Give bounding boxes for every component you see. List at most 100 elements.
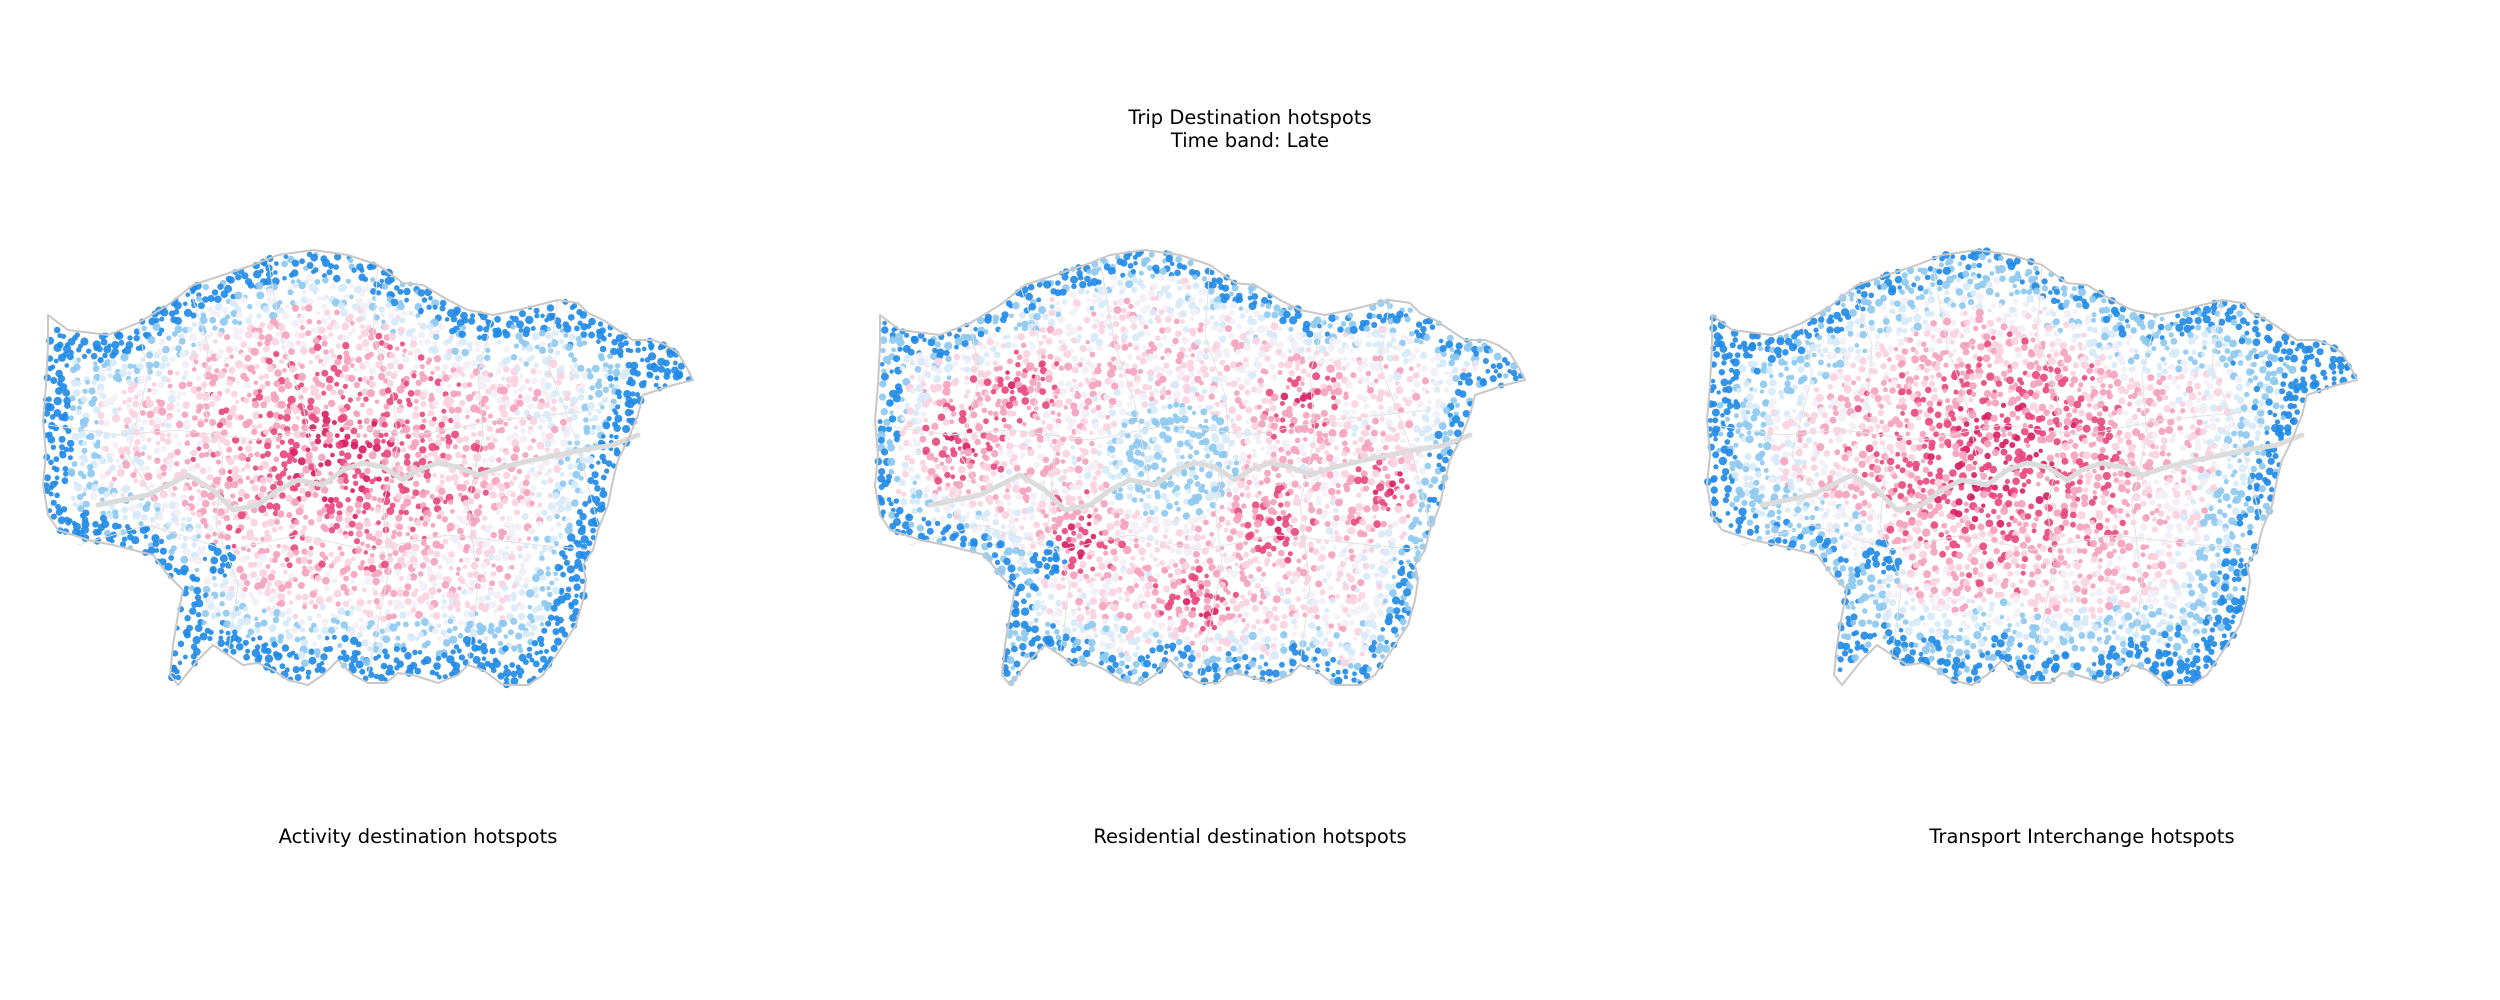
hotspot-cell — [134, 438, 141, 446]
hotspot-cell — [1235, 430, 1244, 440]
hotspot-cell — [442, 612, 448, 619]
hotspot-cell — [494, 315, 501, 323]
hotspot-cell — [1194, 375, 1202, 384]
hotspot-cell — [227, 276, 235, 284]
hotspot-cell — [1034, 428, 1043, 437]
hotspot-cell — [484, 354, 491, 362]
hotspot-cell — [287, 289, 294, 296]
hotspot-cell — [1168, 275, 1176, 283]
hotspot-cell — [912, 429, 918, 435]
hotspot-cell — [1116, 297, 1125, 306]
hotspot-cell — [1142, 344, 1148, 351]
hotspot-cell — [907, 348, 915, 356]
hotspot-cell — [359, 668, 366, 675]
hotspot-cell — [1200, 288, 1209, 296]
hotspot-cell — [1190, 331, 1196, 337]
hotspot-cell — [265, 271, 273, 278]
hotspot-cell — [412, 562, 419, 569]
hotspot-cell — [881, 326, 889, 334]
hotspot-cell — [291, 259, 300, 267]
hotspot-cell — [1020, 342, 1027, 349]
hotspot-cell — [261, 520, 269, 528]
hotspot-cell — [347, 331, 353, 337]
hotspot-cell — [556, 323, 562, 329]
hotspot-cell — [321, 303, 328, 310]
hotspot-cell — [278, 611, 286, 618]
hotspot-cell — [499, 597, 506, 604]
hotspot-cell — [1079, 345, 1087, 353]
hotspot-cell — [516, 545, 524, 552]
hotspot-cell — [1001, 386, 1009, 394]
hotspot-cell — [1038, 306, 1047, 315]
hotspot-cell — [218, 635, 224, 641]
hotspot-cell — [1342, 409, 1350, 417]
hotspot-cell — [1363, 319, 1370, 326]
hotspot-cell — [494, 554, 502, 562]
hotspot-cell — [1313, 316, 1322, 325]
hotspot-cell — [611, 463, 617, 469]
hotspot-cell — [1379, 416, 1385, 422]
hotspot-cell — [426, 548, 434, 556]
hotspot-cell — [67, 455, 73, 461]
hotspot-cell — [124, 424, 129, 429]
hotspot-cell — [455, 606, 461, 613]
hotspot-cell — [1150, 345, 1158, 352]
hotspot-cell — [1265, 388, 1274, 397]
hotspot-cell — [1309, 361, 1318, 370]
hotspot-cell — [468, 532, 477, 541]
hotspot-cell — [1004, 435, 1011, 442]
hotspot-cell — [1201, 276, 1208, 282]
hotspot-cell — [1209, 366, 1216, 373]
hotspot-cell — [442, 674, 448, 680]
hotspot-cell — [885, 425, 893, 433]
hotspot-cell — [68, 469, 76, 477]
hotspot-cell — [234, 399, 240, 404]
hotspot-cell — [1064, 362, 1073, 371]
hotspot-cell — [1081, 448, 1089, 456]
hotspot-cell — [308, 656, 317, 665]
hotspot-cell — [520, 427, 527, 435]
thames-river — [95, 432, 641, 513]
hotspot-cell — [1096, 345, 1103, 352]
hotspot-cell — [530, 491, 536, 497]
hotspot-cell — [526, 344, 534, 352]
hotspot-cell — [1433, 379, 1441, 387]
hotspot-cell — [259, 268, 264, 274]
hotspot-cell — [899, 429, 906, 437]
hotspot-cell — [1051, 330, 1058, 336]
hotspot-cell — [993, 351, 1001, 359]
hotspot-cell — [1361, 443, 1370, 452]
hotspot-cell — [222, 573, 228, 578]
hotspot-cell — [511, 583, 517, 589]
hotspot-cell — [437, 674, 442, 680]
hotspot-cell — [284, 557, 290, 563]
hotspot-cell — [256, 588, 264, 596]
hotspot-cell — [1108, 409, 1116, 417]
hotspot-cell — [541, 627, 548, 634]
hotspot-cell — [1105, 414, 1110, 420]
hotspot-cell — [1123, 253, 1131, 261]
hotspot-cell — [1403, 358, 1409, 364]
hotspot-cell — [484, 404, 490, 410]
hotspot-cell — [360, 402, 365, 408]
hotspot-cell — [1091, 267, 1099, 276]
hotspot-cell — [1294, 366, 1300, 371]
hotspot-cell — [552, 492, 560, 500]
hotspot-cell — [421, 418, 427, 424]
hotspot-cell — [131, 536, 140, 545]
hotspot-cell — [121, 460, 131, 469]
hotspot-cell — [457, 632, 464, 639]
hotspot-cell — [1215, 277, 1223, 285]
hotspot-cell — [115, 458, 121, 463]
hotspot-cell — [510, 380, 519, 388]
hotspot-cell — [1337, 347, 1345, 355]
hotspot-cell — [1270, 422, 1278, 430]
hotspot-cell — [460, 324, 467, 331]
hotspot-cell — [600, 405, 605, 410]
hotspot-cell — [879, 380, 887, 388]
hotspot-cell — [290, 626, 298, 634]
hotspot-cell — [152, 322, 161, 332]
hotspot-cell — [1148, 251, 1155, 258]
hotspot-cell — [950, 379, 959, 387]
hotspot-cell — [497, 672, 505, 680]
